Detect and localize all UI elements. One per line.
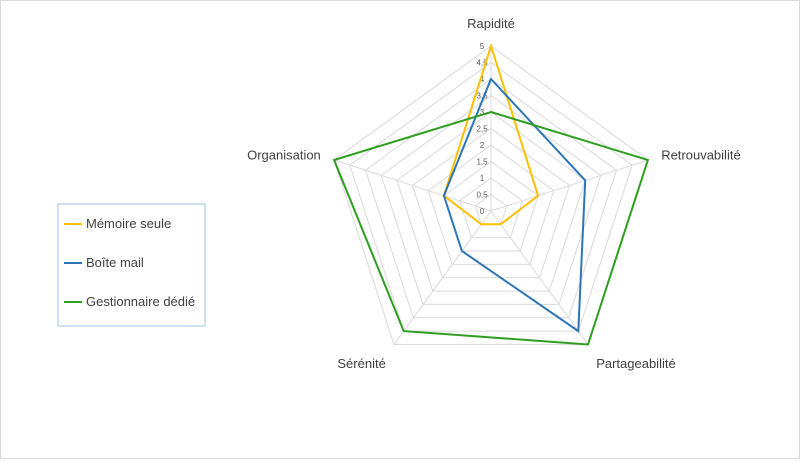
legend-label: Gestionnaire dédié — [86, 294, 195, 309]
grid-ring — [396, 111, 586, 292]
tick-label: 4 — [480, 75, 485, 84]
radar-axis-labels: Rapidité Retrouvabilité Partageabilité Séré… — [247, 16, 741, 371]
tick-label: 0 — [480, 207, 485, 216]
axis-label: Retrouvabilité — [661, 148, 741, 163]
spoke-line — [490, 159, 649, 212]
series-line — [442, 77, 587, 333]
grid-ring — [459, 177, 523, 239]
series-line — [332, 110, 650, 346]
grid-ring — [364, 78, 618, 319]
tick-label: 1 — [480, 174, 485, 183]
tick-label: 3,5 — [476, 92, 488, 101]
spoke-line — [393, 210, 492, 345]
tick-label: 0,5 — [476, 191, 488, 200]
tick-label: 1,5 — [476, 158, 488, 167]
axis-label: Partageabilité — [596, 356, 676, 371]
grid-ring — [427, 144, 555, 265]
axis-label: Organisation — [247, 148, 321, 163]
grid-ring — [411, 127, 571, 279]
grid-ring — [333, 45, 649, 345]
spoke-line — [490, 210, 589, 345]
series-line — [442, 42, 540, 226]
grid-ring — [443, 160, 539, 252]
tick-label: 5 — [480, 42, 485, 51]
axis-label: Rapidité — [467, 16, 515, 31]
tick-label: 2 — [480, 141, 485, 150]
spoke-line — [333, 159, 492, 212]
tick-label: 4,5 — [476, 59, 488, 68]
tick-label: 3 — [480, 108, 485, 117]
radar-series — [332, 42, 650, 346]
legend-box — [57, 203, 206, 327]
legend-label: Mémoire seule — [86, 216, 171, 231]
legend-label: Boîte mail — [86, 255, 144, 270]
tick-label: 2,5 — [476, 125, 488, 134]
grid-ring — [380, 94, 602, 305]
radar-spokes — [333, 46, 649, 345]
radar-tick-labels: 0 0,5 1 1,5 2 2,5 3 3,5 4 4,5 5 — [476, 42, 488, 216]
legend: Mémoire seule Boîte mail Gestionnaire dédi… — [57, 203, 206, 327]
axis-label: Sérénité — [337, 356, 385, 371]
